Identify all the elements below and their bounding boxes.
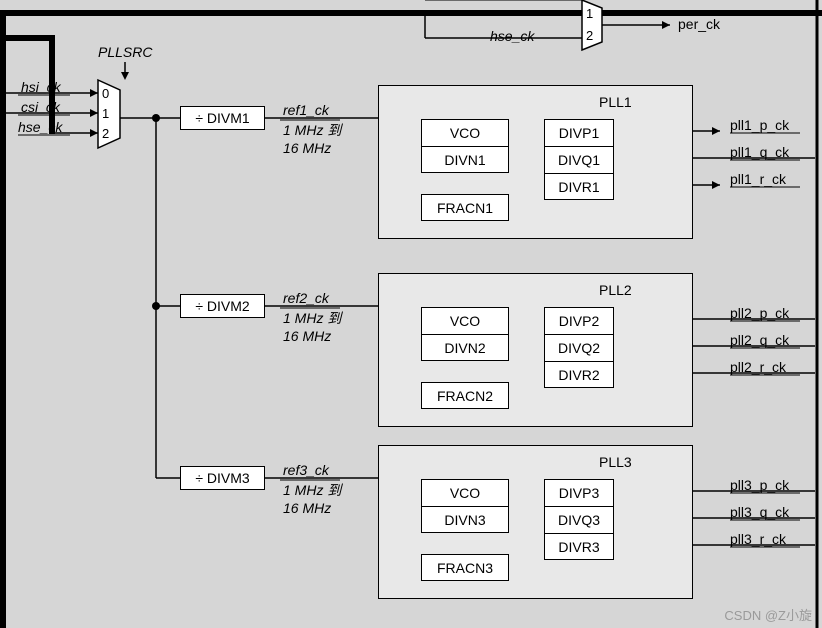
pll1-container: PLL1 VCO DIVN1 FRACN1 DIVP1 DIVQ1 DIVR1: [378, 85, 693, 239]
pll2-q-out: pll2_q_ck: [730, 332, 789, 348]
pll1-vco: VCO: [421, 119, 509, 146]
pll2-divp: DIVP2: [544, 307, 614, 334]
watermark: CSDN @Z小旋: [724, 605, 812, 624]
svg-text:0: 0: [102, 86, 109, 101]
pll3-fracn: FRACN3: [421, 554, 509, 581]
pll3-divn: DIVN3: [421, 506, 509, 533]
ref2-freq: 1 MHz 到 16 MHz: [283, 310, 341, 345]
svg-text:2: 2: [586, 28, 593, 43]
pll3-divr: DIVR3: [544, 533, 614, 560]
csi-ck-label: csi_ck: [21, 99, 60, 115]
pll3-divq: DIVQ3: [544, 506, 614, 533]
hsi-ck-label: hsi_ck: [21, 79, 61, 95]
divm1-box: ÷ DIVM1: [180, 106, 265, 130]
pll3-vco: VCO: [421, 479, 509, 506]
pll1-r-out: pll1_r_ck: [730, 171, 786, 187]
pll1-p-out: pll1_p_ck: [730, 117, 789, 133]
svg-text:1: 1: [586, 6, 593, 21]
divm2-box: ÷ DIVM2: [180, 294, 265, 318]
hse-ck-label: hse_ck: [18, 119, 62, 135]
pll1-q-out: pll1_q_ck: [730, 144, 789, 160]
pll3-q-out: pll3_q_ck: [730, 504, 789, 520]
pll3-divp: DIVP3: [544, 479, 614, 506]
pll2-p-out: pll2_p_ck: [730, 305, 789, 321]
pll1-divq: DIVQ1: [544, 146, 614, 173]
pll2-divq: DIVQ2: [544, 334, 614, 361]
pll1-title: PLL1: [599, 94, 632, 110]
svg-text:1: 1: [102, 106, 109, 121]
pll3-p-out: pll3_p_ck: [730, 477, 789, 493]
hse-ck-top-label: hse_ck: [490, 28, 534, 44]
pll3-r-out: pll3_r_ck: [730, 531, 786, 547]
divm3-box: ÷ DIVM3: [180, 466, 265, 490]
pll1-divr: DIVR1: [544, 173, 614, 200]
per-ck-label: per_ck: [678, 16, 720, 32]
pll2-vco: VCO: [421, 307, 509, 334]
pll1-divp: DIVP1: [544, 119, 614, 146]
pll3-container: PLL3 VCO DIVN3 FRACN3 DIVP3 DIVQ3 DIVR3: [378, 445, 693, 599]
pll1-fracn: FRACN1: [421, 194, 509, 221]
ref1-freq: 1 MHz 到 16 MHz: [283, 122, 341, 157]
ref2-label: ref2_ck: [283, 290, 329, 306]
svg-text:2: 2: [102, 126, 109, 141]
pllsrc-label: PLLSRC: [98, 44, 152, 60]
pll1-divn: DIVN1: [421, 146, 509, 173]
pll3-title: PLL3: [599, 454, 632, 470]
pll2-fracn: FRACN2: [421, 382, 509, 409]
pll2-container: PLL2 VCO DIVN2 FRACN2 DIVP2 DIVQ2 DIVR2: [378, 273, 693, 427]
pll2-divn: DIVN2: [421, 334, 509, 361]
pll2-divr: DIVR2: [544, 361, 614, 388]
ref1-label: ref1_ck: [283, 102, 329, 118]
ref3-freq: 1 MHz 到 16 MHz: [283, 482, 341, 517]
pll2-r-out: pll2_r_ck: [730, 359, 786, 375]
pll2-title: PLL2: [599, 282, 632, 298]
ref3-label: ref3_ck: [283, 462, 329, 478]
